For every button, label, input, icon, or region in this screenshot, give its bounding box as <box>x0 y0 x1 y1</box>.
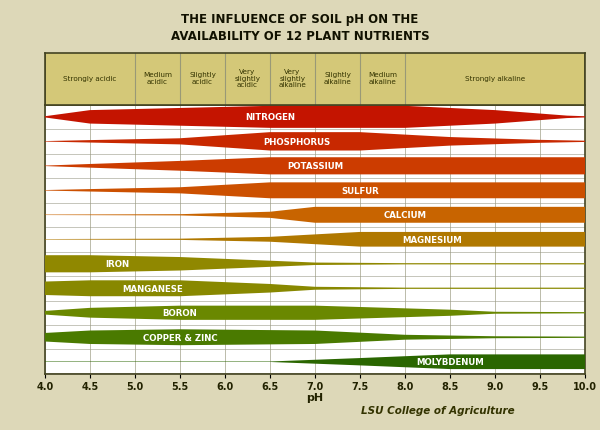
Text: CALCIUM: CALCIUM <box>383 211 427 220</box>
Polygon shape <box>45 107 585 129</box>
Polygon shape <box>45 255 585 273</box>
Text: MAGNESIUM: MAGNESIUM <box>402 235 462 244</box>
Text: Medium
alkaline: Medium alkaline <box>368 72 397 85</box>
Text: Strongly acidic: Strongly acidic <box>64 76 116 82</box>
Polygon shape <box>45 207 585 223</box>
Text: COPPER & ZINC: COPPER & ZINC <box>143 333 217 342</box>
Text: Very
slightly
alkaline: Very slightly alkaline <box>278 69 307 88</box>
Polygon shape <box>45 232 585 247</box>
Text: MANGANESE: MANGANESE <box>122 284 184 293</box>
Polygon shape <box>45 158 585 175</box>
Text: Very
slightly
acidic: Very slightly acidic <box>235 69 260 88</box>
Text: IRON: IRON <box>105 260 129 269</box>
Polygon shape <box>45 329 585 345</box>
Text: THE INFLUENCE OF SOIL pH ON THE
AVAILABILITY OF 12 PLANT NUTRIENTS: THE INFLUENCE OF SOIL pH ON THE AVAILABI… <box>170 13 430 43</box>
Polygon shape <box>45 133 585 151</box>
Polygon shape <box>45 281 585 297</box>
Text: LSU College of Agriculture: LSU College of Agriculture <box>361 405 515 415</box>
X-axis label: pH: pH <box>307 393 323 402</box>
Polygon shape <box>45 355 585 369</box>
Text: POTASSIUM: POTASSIUM <box>287 162 343 171</box>
Text: Slightly
acidic: Slightly acidic <box>189 72 216 85</box>
Text: PHOSPHORUS: PHOSPHORUS <box>263 138 331 147</box>
Text: Slightly
alkaline: Slightly alkaline <box>323 72 352 85</box>
Text: SULFUR: SULFUR <box>341 186 379 195</box>
Text: NITROGEN: NITROGEN <box>245 113 295 122</box>
Text: Strongly alkaline: Strongly alkaline <box>465 76 525 82</box>
Text: Medium
acidic: Medium acidic <box>143 72 172 85</box>
Text: MOLYBDENUM: MOLYBDENUM <box>416 357 484 366</box>
Polygon shape <box>45 183 585 199</box>
Polygon shape <box>45 306 585 320</box>
Text: BORON: BORON <box>163 309 197 317</box>
